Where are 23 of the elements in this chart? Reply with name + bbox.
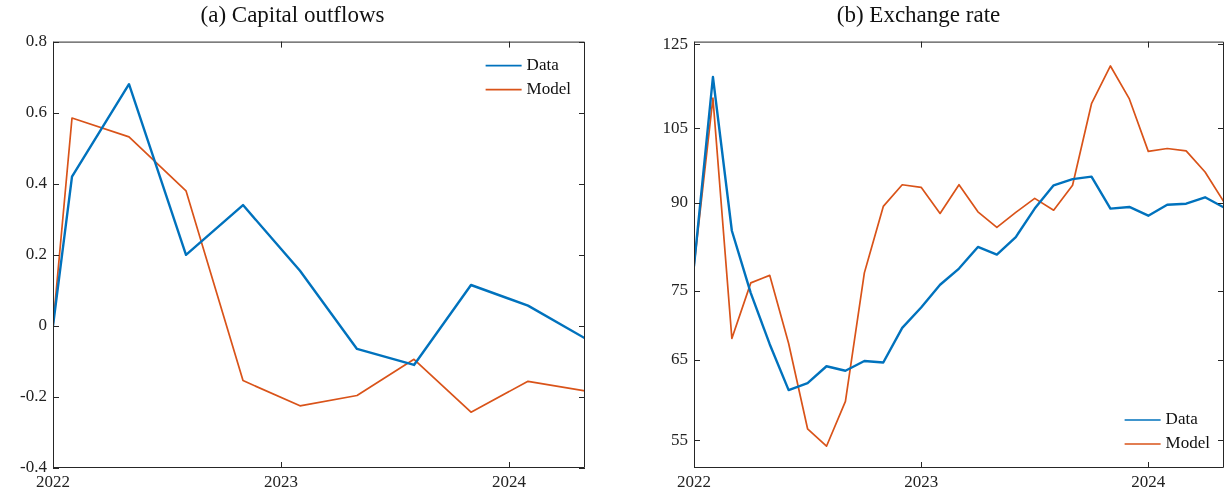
x-tick-label: 2024	[1131, 471, 1166, 491]
chart-title: (a) Capital outflows	[200, 1, 385, 27]
y-tick-label: 0	[38, 315, 47, 335]
x-tick-label: 2023	[904, 471, 939, 491]
y-tick-label: 90	[671, 192, 688, 212]
y-tick-label: 125	[662, 33, 688, 53]
legend-label: Data	[526, 55, 560, 75]
x-tick-label: 2023	[264, 471, 298, 491]
legend-label: Model	[526, 79, 572, 99]
legend-label: Model	[1165, 433, 1211, 453]
x-tick-label: 2024	[492, 471, 527, 491]
y-tick-label: 0.8	[25, 31, 47, 51]
y-tick-label: 105	[662, 117, 688, 137]
y-tick-label: 65	[671, 348, 688, 368]
chart-title: (b) Exchange rate	[836, 1, 1001, 27]
y-tick-label: 75	[671, 280, 688, 299]
x-tick-label: 2022	[677, 471, 711, 491]
legend-label: Data	[1165, 409, 1199, 429]
y-tick-label: 0.4	[25, 173, 48, 193]
y-tick-label: 0.6	[25, 102, 47, 122]
y-tick-label: -0.2	[20, 386, 47, 406]
y-tick-label: 55	[671, 429, 688, 449]
y-tick-label: 0.2	[25, 244, 47, 264]
